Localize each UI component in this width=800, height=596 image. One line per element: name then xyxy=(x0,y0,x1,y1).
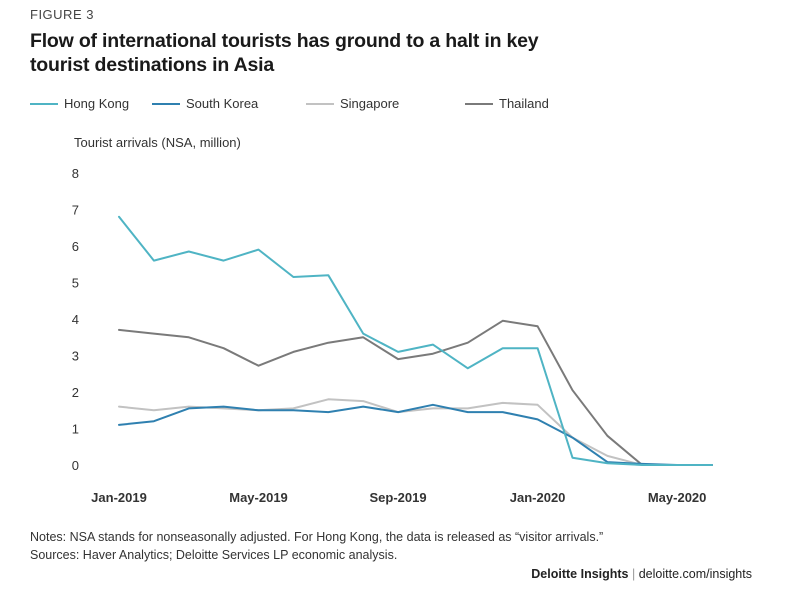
x-tick-label: May-2019 xyxy=(229,490,288,505)
legend-item-singapore: Singapore xyxy=(306,96,465,111)
y-tick-label: 5 xyxy=(72,276,79,291)
x-tick-label: May-2020 xyxy=(648,490,707,505)
sources-text: Sources: Haver Analytics; Deloitte Servi… xyxy=(30,548,398,562)
notes-text: Notes: NSA stands for nonseasonally adju… xyxy=(30,530,604,544)
chart-title: Flow of international tourists has groun… xyxy=(30,30,539,76)
chart-notes: Notes: NSA stands for nonseasonally adju… xyxy=(30,528,603,564)
x-tick-label: Jan-2019 xyxy=(91,490,147,505)
series-line-singapore xyxy=(118,398,713,466)
y-tick-label: 8 xyxy=(72,166,79,181)
legend-label: Hong Kong xyxy=(64,96,130,111)
legend-swatch-singapore xyxy=(306,102,334,105)
legend-label: Singapore xyxy=(340,96,400,111)
legend-item-south-korea: South Korea xyxy=(152,96,306,111)
series-line-south-korea xyxy=(118,403,713,466)
footer: Deloitte Insights | deloitte.com/insight… xyxy=(531,567,752,581)
y-tick-label: 4 xyxy=(72,312,79,327)
y-tick-label: 2 xyxy=(72,385,79,400)
series-line-thailand xyxy=(118,319,713,466)
legend-label: Thailand xyxy=(499,96,549,111)
x-tick-label: Jan-2020 xyxy=(510,490,566,505)
legend-swatch-hong-kong xyxy=(30,102,58,105)
legend-swatch-thailand xyxy=(465,102,493,105)
y-tick-label: 1 xyxy=(72,422,79,437)
legend: Hong Kong South Korea Singapore Thailand xyxy=(30,96,549,111)
legend-item-thailand: Thailand xyxy=(465,96,549,111)
legend-label: South Korea xyxy=(186,96,259,111)
x-tick-label: Sep-2019 xyxy=(370,490,427,505)
y-tick-label: 0 xyxy=(72,458,79,473)
line-chart: Tourist arrivals (NSA, million) 0 1 2 3 4 5 6 7 8… xyxy=(72,135,713,505)
legend-item-hong-kong: Hong Kong xyxy=(30,96,152,111)
y-tick-label: 3 xyxy=(72,349,79,364)
y-axis-label: Tourist arrivals (NSA, million) xyxy=(74,135,241,150)
y-tick-label: 7 xyxy=(72,203,79,218)
figure-label: FIGURE 3 xyxy=(30,7,94,22)
footer-url: deloitte.com/insights xyxy=(638,567,752,581)
footer-separator: | xyxy=(632,567,636,581)
legend-swatch-south-korea xyxy=(152,102,180,105)
y-tick-label: 6 xyxy=(72,239,79,254)
footer-brand: Deloitte Insights xyxy=(531,567,629,581)
series-line-hong-kong xyxy=(118,215,713,466)
